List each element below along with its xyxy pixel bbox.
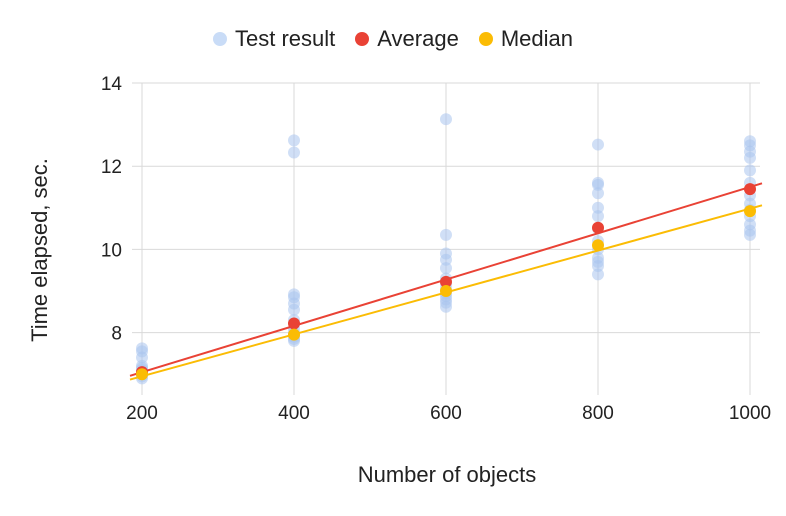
y-tick-label: 8 xyxy=(111,324,122,345)
median-point xyxy=(136,368,148,381)
test-result-point xyxy=(440,113,452,126)
average-point xyxy=(592,221,604,234)
x-tick-label: 600 xyxy=(430,403,462,424)
test-result-point xyxy=(592,251,604,264)
test-result-point xyxy=(592,176,604,189)
x-tick-label: 200 xyxy=(126,403,158,424)
median-point xyxy=(744,205,756,218)
test-result-point xyxy=(440,228,452,241)
chart-legend: Test result Average Median xyxy=(0,26,786,52)
x-tick-label: 1000 xyxy=(729,403,771,424)
legend-item-median: Median xyxy=(478,26,573,52)
test-result-point xyxy=(592,187,604,200)
average-point xyxy=(744,183,756,196)
y-axis-title: Time elapsed, sec. xyxy=(27,158,52,342)
x-tick-label: 800 xyxy=(582,403,614,424)
median-point xyxy=(592,239,604,252)
test-result-point xyxy=(592,210,604,223)
test-result-point xyxy=(288,134,300,147)
median-point xyxy=(440,285,452,297)
legend-label-average: Average xyxy=(377,26,459,51)
y-tick-label: 14 xyxy=(101,74,123,95)
test-result-point xyxy=(288,146,300,159)
y-tick-label: 12 xyxy=(101,157,122,178)
test-result-point xyxy=(440,247,452,260)
x-axis-title: Number of objects xyxy=(357,462,537,487)
test-result-point xyxy=(744,164,756,177)
test-result-point xyxy=(288,288,300,301)
test-result-point xyxy=(592,138,604,151)
test-result-point xyxy=(592,201,604,214)
average-point xyxy=(440,275,452,288)
legend-item-average: Average xyxy=(355,26,459,52)
legend-marker-median xyxy=(478,32,493,46)
legend-item-test-result: Test result xyxy=(213,26,335,52)
test-result-point xyxy=(744,218,756,231)
legend-label-test-result: Test result xyxy=(235,26,336,51)
test-result-point xyxy=(744,135,756,148)
test-result-point xyxy=(592,268,604,281)
legend-marker-average xyxy=(355,32,370,46)
legend-marker-test-result xyxy=(213,32,228,46)
average-point xyxy=(288,317,300,330)
test-result-point xyxy=(440,262,452,275)
y-tick-label: 10 xyxy=(101,240,122,261)
median-point xyxy=(288,328,300,341)
x-tick-label: 400 xyxy=(278,403,310,424)
legend-label-median: Median xyxy=(500,26,573,51)
test-result-point xyxy=(136,342,148,355)
